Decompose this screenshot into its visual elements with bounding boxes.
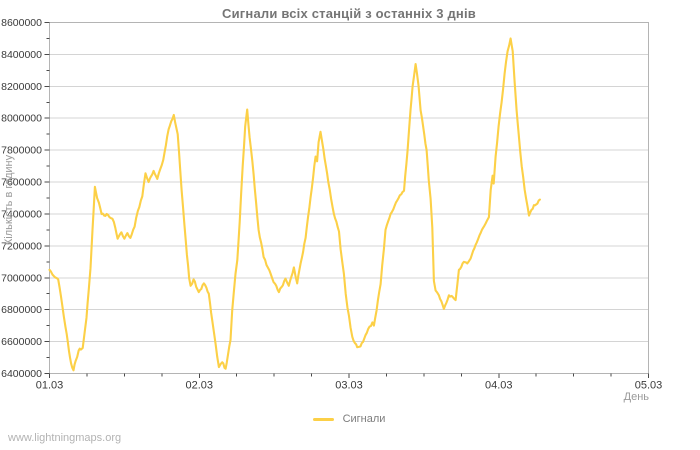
signals-line-chart: 6400000 6600000 6800000 7000000 7200000 74000… — [1, 17, 663, 392]
svg-text:7800000: 7800000 — [1, 145, 42, 157]
y-axis-tick-labels: 6400000 6600000 6800000 7000000 7200000 74000… — [1, 17, 42, 380]
svg-text:8400000: 8400000 — [1, 49, 42, 61]
svg-text:04.03: 04.03 — [485, 380, 513, 392]
svg-text:7400000: 7400000 — [1, 208, 42, 220]
y-axis-title: Кількість в годину — [3, 154, 15, 246]
x-axis-tick-labels: 01.03 02.03 03.03 04.03 05.03 — [36, 380, 663, 392]
svg-text:6400000: 6400000 — [1, 368, 42, 380]
svg-text:01.03: 01.03 — [36, 380, 64, 392]
svg-text:6600000: 6600000 — [1, 336, 42, 348]
legend-item-signals[interactable]: Сигнали — [312, 413, 386, 425]
chart-title: Сигнали всіх станцій з останніх 3 днів — [222, 6, 476, 21]
svg-text:6800000: 6800000 — [1, 304, 42, 316]
svg-text:7600000: 7600000 — [1, 177, 42, 189]
x-axis-title: День — [623, 391, 649, 403]
chart-ticks — [44, 22, 649, 378]
svg-text:02.03: 02.03 — [185, 380, 213, 392]
svg-text:05.03: 05.03 — [635, 380, 663, 392]
legend-line-swatch — [312, 417, 334, 421]
signals-series-line — [48, 37, 541, 372]
svg-text:8000000: 8000000 — [1, 113, 42, 125]
legend-label: Сигнали — [342, 413, 386, 425]
svg-text:7000000: 7000000 — [1, 272, 42, 284]
svg-text:03.03: 03.03 — [335, 380, 363, 392]
svg-text:8600000: 8600000 — [1, 17, 42, 29]
site-watermark-link[interactable]: www.lightningmaps.org — [8, 432, 122, 444]
chart-gridlines — [49, 53, 649, 343]
svg-text:7200000: 7200000 — [1, 240, 42, 252]
legend: Сигнали — [49, 413, 649, 425]
svg-text:8200000: 8200000 — [1, 81, 42, 93]
